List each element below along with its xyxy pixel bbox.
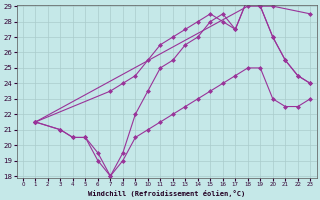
X-axis label: Windchill (Refroidissement éolien,°C): Windchill (Refroidissement éolien,°C) xyxy=(88,190,245,197)
